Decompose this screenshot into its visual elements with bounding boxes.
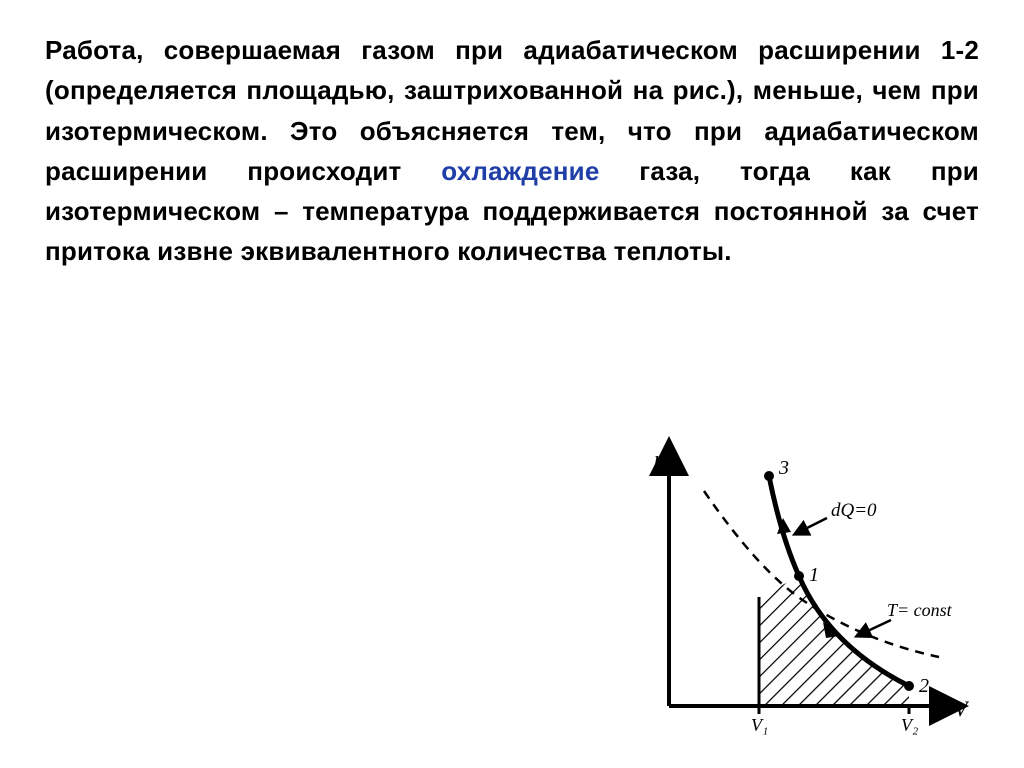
dq-annotation-arrow	[795, 518, 827, 534]
point-label-2: 2	[919, 675, 929, 697]
point-label-3: 3	[778, 457, 789, 479]
tick-label-v1: V₁	[751, 715, 768, 735]
tconst-label: T= const	[887, 600, 953, 620]
pv-diagram-figure: p V V₁ V₂ 3 1 2 dQ=0 T= const	[609, 436, 969, 756]
body-paragraph: Работа, совершаемая газом при адиабатиче…	[45, 30, 979, 272]
x-axis-label: V	[954, 696, 969, 721]
tick-label-v2: V₂	[901, 715, 918, 735]
point-label-1: 1	[809, 564, 819, 586]
dq-label: dQ=0	[831, 500, 877, 521]
point-3	[764, 471, 774, 481]
point-2	[904, 681, 914, 691]
pv-diagram-svg: p V V₁ V₂ 3 1 2 dQ=0 T= const	[609, 436, 969, 756]
point-1	[794, 571, 804, 581]
y-axis-label: p	[652, 446, 665, 471]
text-highlight: охлаждение	[441, 156, 599, 186]
t-annotation-arrow	[857, 620, 891, 636]
